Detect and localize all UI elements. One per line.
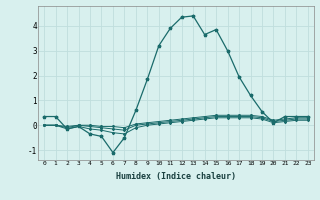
X-axis label: Humidex (Indice chaleur): Humidex (Indice chaleur) [116,172,236,181]
